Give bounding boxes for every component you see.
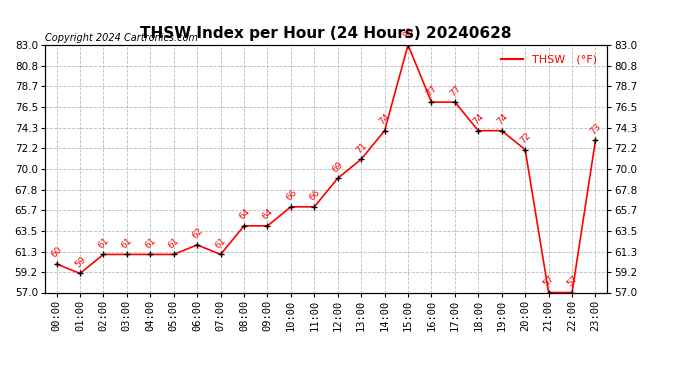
Text: 83: 83 [401, 26, 415, 41]
Text: 74: 74 [377, 112, 392, 126]
Text: 66: 66 [307, 188, 322, 202]
Text: 59: 59 [73, 255, 88, 269]
Text: 60: 60 [50, 245, 64, 260]
Text: 57: 57 [542, 274, 556, 288]
Text: 61: 61 [97, 236, 111, 250]
Title: THSW Index per Hour (24 Hours) 20240628: THSW Index per Hour (24 Hours) 20240628 [140, 26, 512, 41]
Text: 61: 61 [120, 236, 135, 250]
Text: 64: 64 [237, 207, 251, 222]
Text: 57: 57 [565, 274, 580, 288]
Text: 74: 74 [495, 112, 509, 126]
Text: 74: 74 [471, 112, 486, 126]
Text: 69: 69 [331, 160, 345, 174]
Text: 62: 62 [190, 226, 205, 241]
Text: 64: 64 [261, 207, 275, 222]
Legend: THSW (°F): THSW (°F) [497, 51, 602, 69]
Text: 71: 71 [354, 141, 368, 155]
Text: 66: 66 [284, 188, 299, 202]
Text: 61: 61 [167, 236, 181, 250]
Text: Copyright 2024 Cartronics.com: Copyright 2024 Cartronics.com [46, 33, 199, 42]
Text: 73: 73 [589, 122, 603, 136]
Text: 77: 77 [424, 84, 439, 98]
Text: 61: 61 [214, 236, 228, 250]
Text: 61: 61 [144, 236, 158, 250]
Text: 72: 72 [518, 131, 533, 146]
Text: 77: 77 [448, 84, 462, 98]
